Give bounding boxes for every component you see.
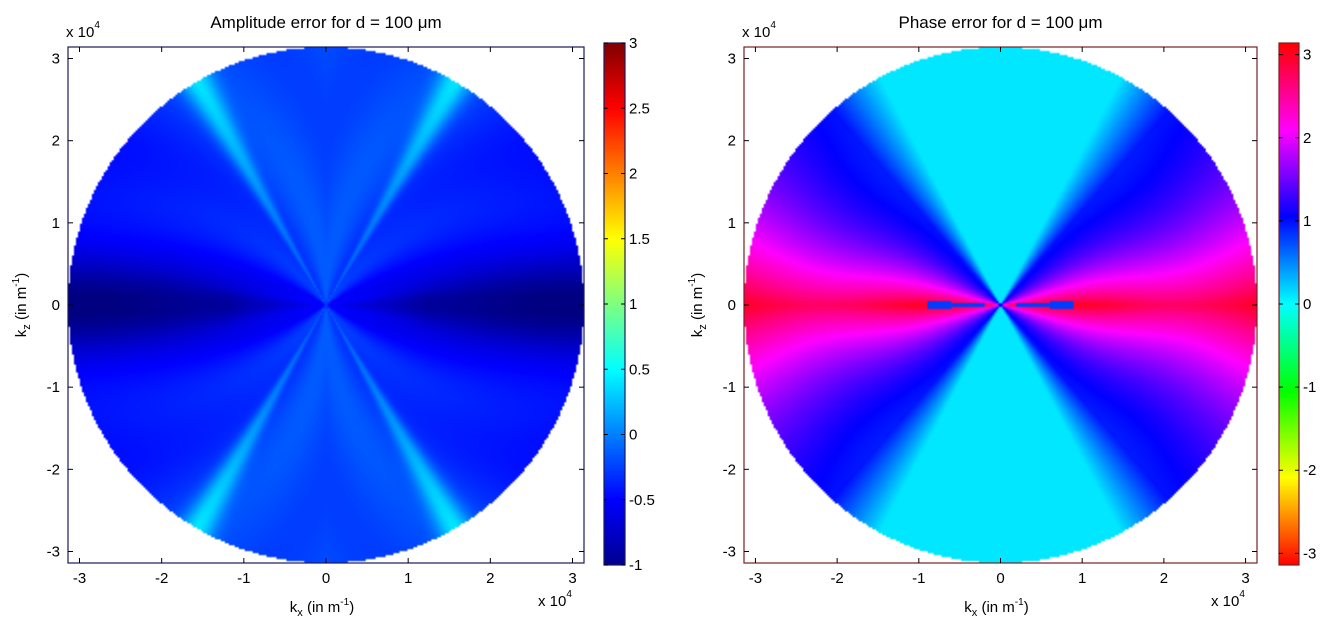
colorbar-tick-label: 2 bbox=[1303, 130, 1311, 147]
x-tick-label: -2 bbox=[830, 570, 843, 587]
y-tick-label: 0 bbox=[52, 297, 60, 314]
x-tick-label: -3 bbox=[749, 570, 762, 587]
x-axis-label: kx (in m-1) bbox=[290, 597, 354, 618]
colorbar-tick-label: -0.5 bbox=[629, 492, 655, 509]
phase-error-panel: -3 -2 -1 0 1 2 3 -3 -2 -1 0 1 2 3 Phase error for d = … bbox=[687, 13, 1316, 618]
amplitude-error-panel: -3 -2 -1 0 1 2 3 -3 -2 -1 0 1 2 3 Amplitude error for … bbox=[11, 13, 655, 618]
x-axis-multiplier: x 104 bbox=[538, 589, 572, 610]
x-tick-label: -2 bbox=[155, 570, 168, 587]
colorbar-tick-label: -3 bbox=[1303, 545, 1316, 562]
colorbar-tick-label: 2 bbox=[629, 166, 637, 183]
x-tick-label: 2 bbox=[486, 570, 494, 587]
y-tick-label: 2 bbox=[728, 133, 736, 150]
x-tick-label: 1 bbox=[1078, 570, 1086, 587]
x-tick-label: -1 bbox=[237, 570, 250, 587]
y-tick-label: -1 bbox=[723, 379, 736, 396]
y-tick-label: -1 bbox=[47, 379, 60, 396]
x-tick-label: 0 bbox=[996, 570, 1004, 587]
y-tick-label: -3 bbox=[47, 543, 60, 560]
x-axis-label: kx (in m-1) bbox=[964, 597, 1028, 618]
colorbar-tick-label: 0 bbox=[1303, 296, 1311, 313]
y-tick-label: -2 bbox=[723, 461, 736, 478]
heatmap-disk bbox=[744, 47, 1257, 563]
y-tick-label: 3 bbox=[52, 51, 60, 68]
colorbar-tick-label: 0 bbox=[629, 427, 637, 444]
colorbar-tick-label: 1 bbox=[1303, 213, 1311, 230]
y-tick-label: 2 bbox=[52, 133, 60, 150]
colorbar-tick-label: -1 bbox=[1303, 379, 1316, 396]
y-tick-label: -3 bbox=[723, 543, 736, 560]
x-axis-multiplier: x 104 bbox=[1211, 589, 1245, 610]
colorbar-tick-label: -1 bbox=[629, 557, 642, 574]
colorbar-tick-label: 1.5 bbox=[629, 231, 650, 248]
y-tick-label: -2 bbox=[47, 461, 60, 478]
x-tick-label: 2 bbox=[1160, 570, 1168, 587]
x-tick-label: 0 bbox=[322, 570, 330, 587]
x-tick-label: 3 bbox=[1241, 570, 1249, 587]
colorbar-tick-label: 2.5 bbox=[629, 100, 650, 117]
colorbar-tick-label: -2 bbox=[1303, 462, 1316, 479]
chart-title: Phase error for d = 100 μm bbox=[899, 13, 1103, 32]
y-axis-multiplier: x 104 bbox=[66, 20, 100, 41]
y-tick-label: 0 bbox=[728, 297, 736, 314]
colorbar-tick-label: 0.5 bbox=[629, 361, 650, 378]
y-tick-label: 3 bbox=[728, 51, 736, 68]
colorbar-tick-label: 3 bbox=[1303, 47, 1311, 64]
colorbar-tick-label: 3 bbox=[629, 35, 637, 52]
x-tick-label: 1 bbox=[404, 570, 412, 587]
y-tick-label: 1 bbox=[728, 215, 736, 232]
x-tick-label: 3 bbox=[568, 570, 576, 587]
y-tick-label: 1 bbox=[52, 215, 60, 232]
heatmap-disk bbox=[68, 47, 584, 563]
chart-title: Amplitude error for d = 100 μm bbox=[210, 13, 441, 32]
y-axis-label: kz (in m-1) bbox=[11, 273, 33, 337]
colorbar-tick-label: 1 bbox=[629, 296, 637, 313]
x-tick-label: -1 bbox=[912, 570, 925, 587]
y-axis-label: kz (in m-1) bbox=[687, 273, 709, 337]
y-axis-multiplier: x 104 bbox=[742, 20, 776, 41]
x-tick-label: -3 bbox=[73, 570, 86, 587]
